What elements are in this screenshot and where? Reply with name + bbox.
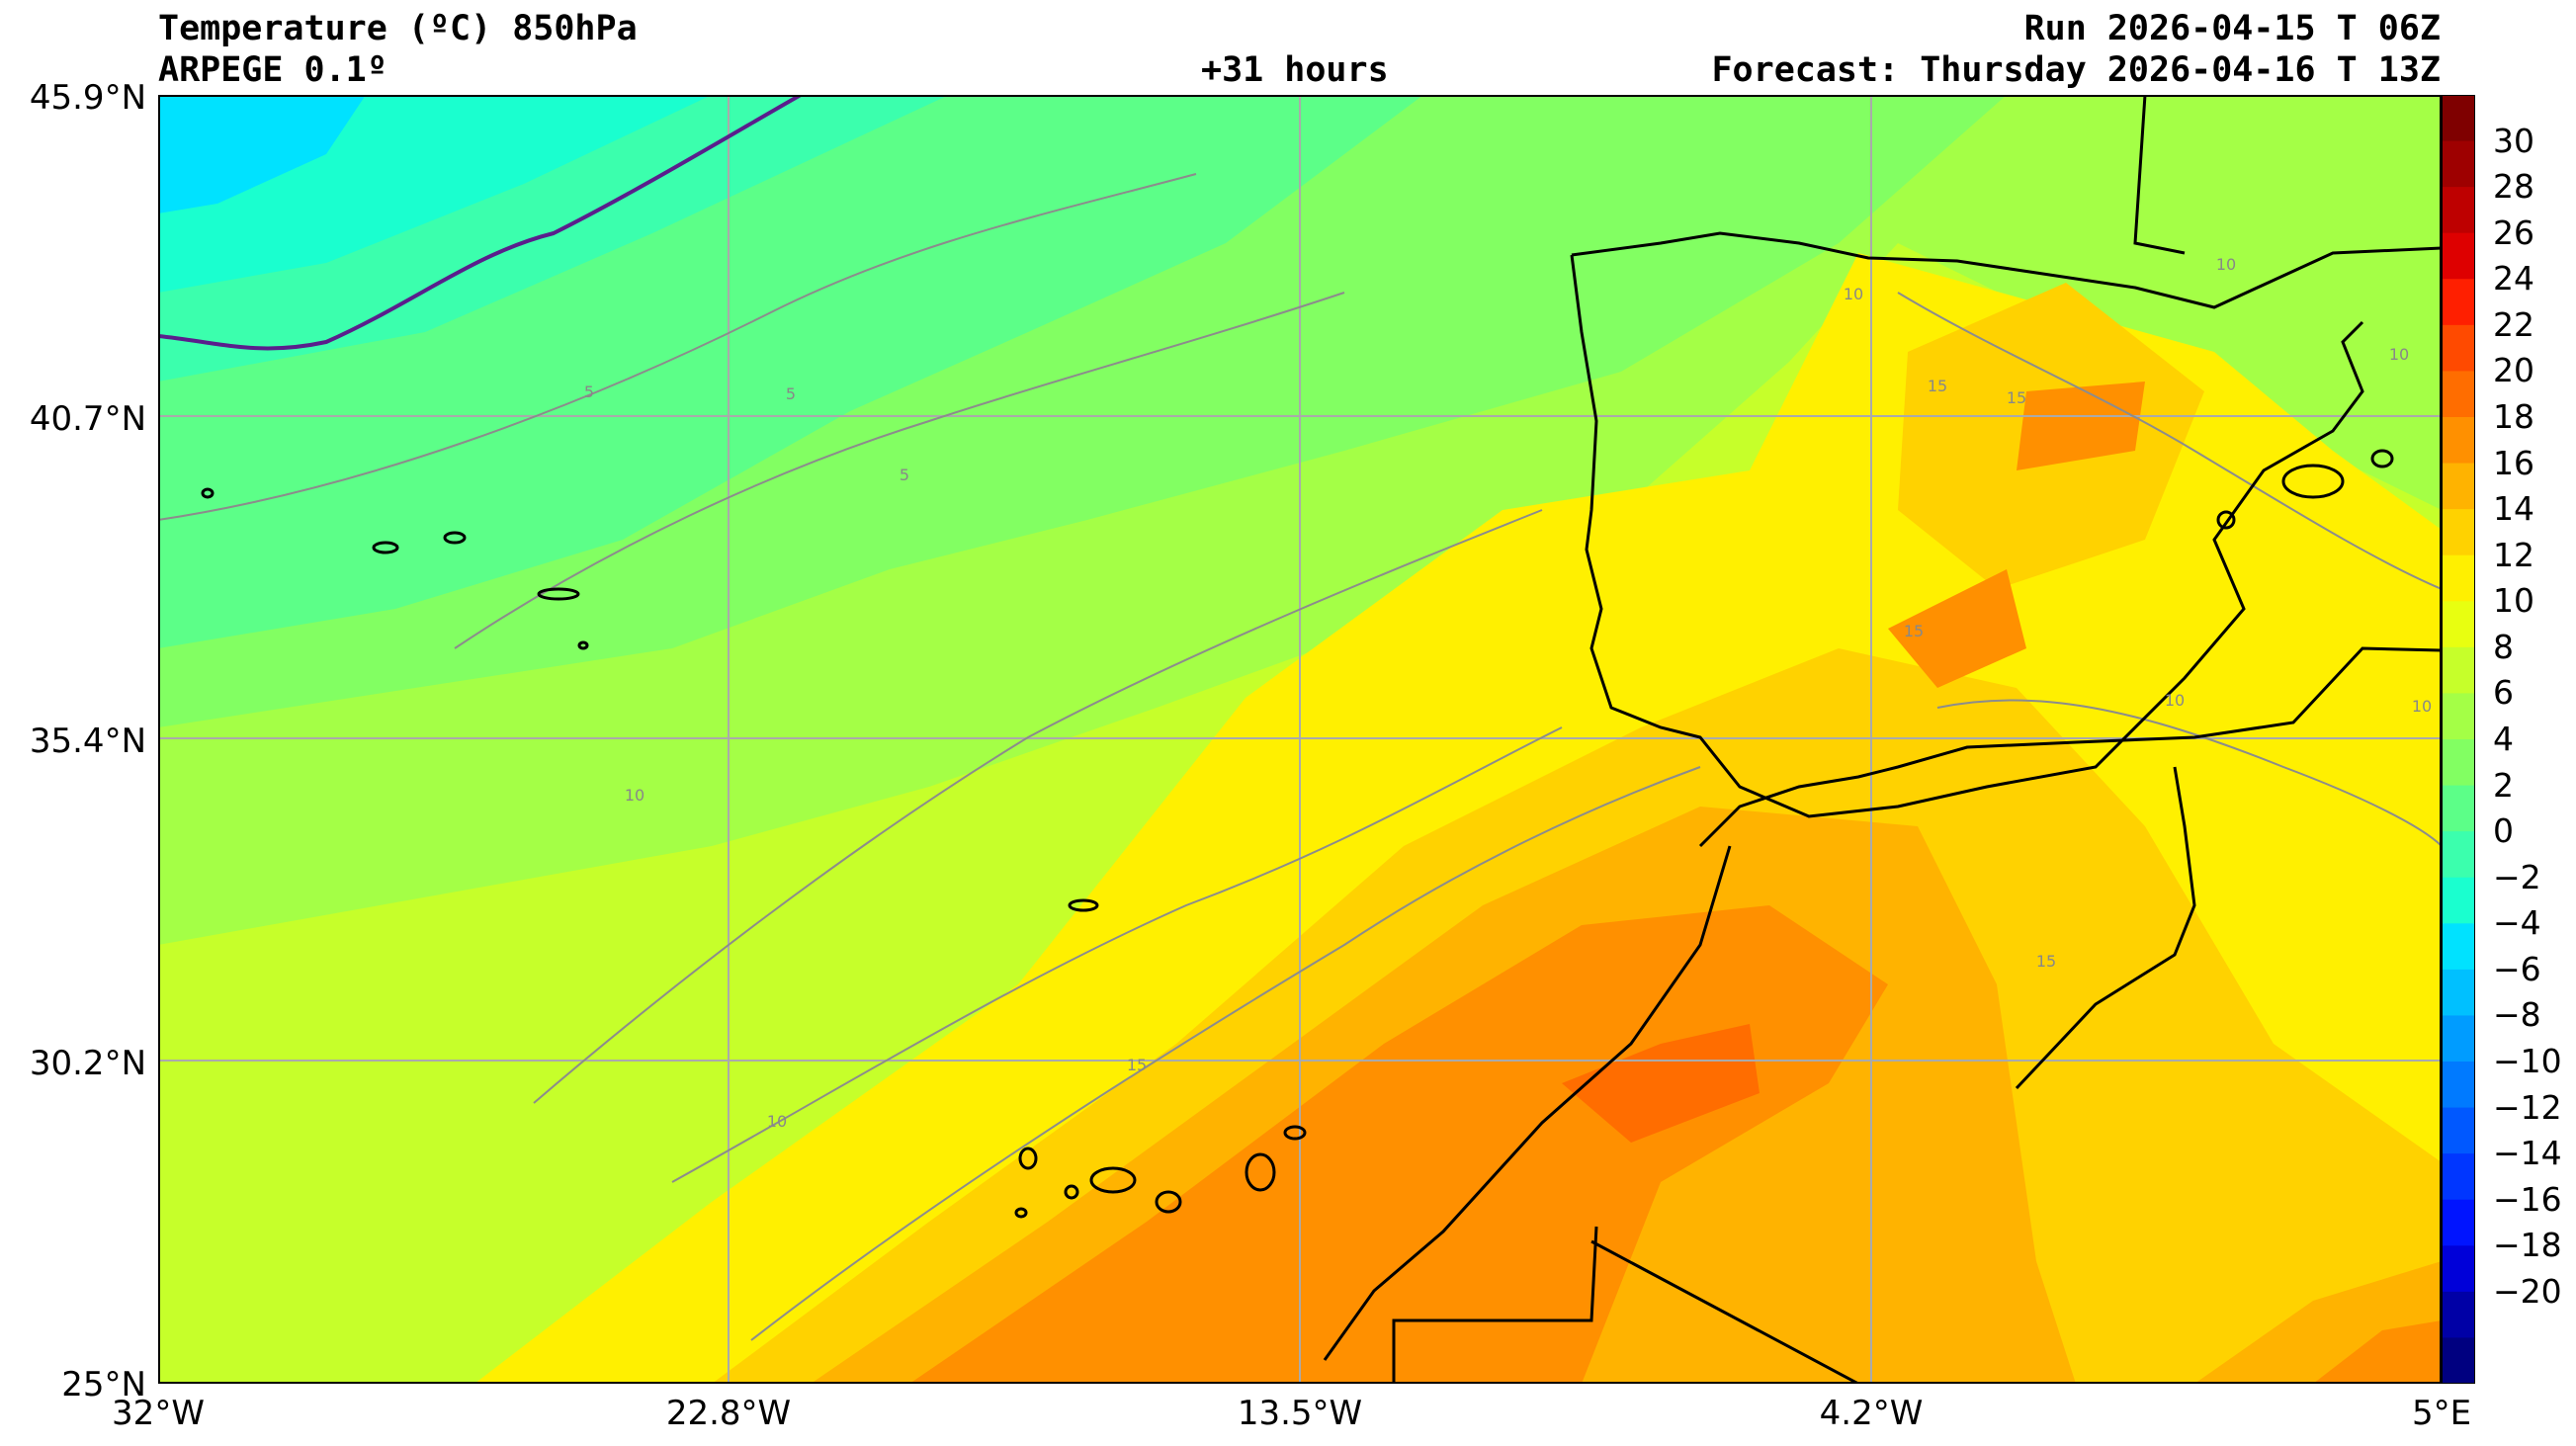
freezing-line [158,95,802,351]
colorbar-tick-label: −8 [2493,995,2541,1035]
lon-label-22.8w: 22.8°W [665,1394,792,1433]
colorbar-cell [2442,1062,2475,1109]
colorbar-tick-label: −20 [2493,1271,2562,1311]
colorbar-tick-label: 28 [2493,167,2534,207]
colorbar-cell [2442,463,2475,510]
colorbar-tick-label: −16 [2493,1179,2562,1219]
contour-label: 10 [2165,691,2185,710]
colorbar-cell [2442,187,2475,234]
colorbar-tick-label: 24 [2493,259,2534,298]
model-label: ARPEGE 0.1º [158,50,387,90]
contour-label: 15 [1904,622,1924,640]
colorbar-tick-label: −6 [2493,949,2541,988]
colorbar-tick-label: −2 [2493,857,2541,896]
lat-label-45.9: 45.9°N [29,78,146,118]
colorbar-cell [2442,324,2475,373]
colorbar [2442,95,2475,1384]
colorbar-cell [2442,1199,2475,1246]
contour-label: 5 [900,466,909,484]
colorbar-cell [2442,693,2475,740]
colorbar-cell [2442,1245,2475,1293]
colorbar-cell [2442,1015,2475,1063]
colorbar-tick-label: 22 [2493,304,2534,344]
colorbar-cell [2442,95,2475,142]
colorbar-cell [2442,877,2475,924]
contour-label: 10 [767,1112,787,1131]
colorbar-cell [2442,232,2475,280]
colorbar-cell [2442,1337,2475,1384]
chart-title: Temperature (ºC) 850hPa [158,9,638,48]
contour-label: 15 [2036,952,2056,971]
lon-label-4.2w: 4.2°W [1819,1394,1924,1433]
colorbar-cell [2442,969,2475,1017]
lead-time-label: +31 hours [1201,50,1389,90]
colorbar-tick-label: 26 [2493,213,2534,252]
colorbar-tick-label: 12 [2493,535,2534,574]
contour-label: 10 [625,786,644,805]
colorbar-cell [2442,417,2475,465]
isotherm-lines [158,173,2442,1341]
colorbar-tick-label: 18 [2493,397,2534,436]
colorbar-cell [2442,279,2475,326]
colorbar-tick-label: −10 [2493,1042,2562,1080]
contour-label: 10 [1844,285,1863,303]
islands [201,449,2394,1219]
run-label: Run 2026-04-15 T 06Z [2023,9,2441,48]
colorbar-cell [2442,140,2475,188]
colorbar-tick-label: −18 [2493,1226,2562,1265]
contour-label: 10 [2389,345,2409,364]
colorbar-tick-label: 16 [2493,443,2534,482]
contour-label: 15 [2007,388,2026,407]
contour-label: 10 [2216,255,2236,274]
colorbar-tick-label: −14 [2493,1134,2562,1173]
colorbar-tick-label: 20 [2493,351,2534,390]
colorbar-cell [2442,1153,2475,1201]
colorbar-cell [2442,371,2475,418]
contour-label: 15 [1928,377,1947,395]
temperature-map: 5 5 5 10 10 10 10 10 10 10 15 15 15 15 1… [158,95,2442,1384]
colorbar-tick-label: 0 [2493,811,2514,851]
contour-label: 5 [786,384,796,403]
lon-label-32w: 32°W [112,1394,205,1433]
lon-label-5e: 5°E [2411,1394,2472,1433]
colorbar-tick-label: 6 [2493,673,2514,713]
colorbar-tick-label: −4 [2493,903,2541,943]
colorbar-cell [2442,646,2475,695]
contour-labels: 5 5 5 10 10 10 10 10 10 10 15 15 15 15 1… [584,255,2432,1131]
lat-label-35.4: 35.4°N [29,722,146,761]
colorbar-cell [2442,509,2475,556]
colorbar-tick-label: 4 [2493,720,2514,758]
colorbar-cell [2442,923,2475,971]
coastlines [1323,95,2442,1384]
contour-label: 5 [584,383,594,401]
colorbar-cell [2442,831,2475,879]
colorbar-tick-label: 10 [2493,581,2534,621]
colorbar-cell [2442,739,2475,787]
contour-label: 15 [1127,1056,1147,1074]
colorbar-cell [2442,785,2475,832]
colorbar-cell [2442,554,2475,602]
colorbar-cell [2442,1291,2475,1339]
colorbar-tick-label: 8 [2493,627,2514,666]
colorbar-tick-label: 14 [2493,489,2534,529]
map-frame [158,95,2442,1384]
colorbar-cell [2442,1107,2475,1154]
graticule [158,95,2442,1384]
colorbar-tick-label: −12 [2493,1087,2562,1127]
lat-label-30.2: 30.2°N [29,1044,146,1083]
forecast-label: Forecast: Thursday 2026-04-16 T 13Z [1711,50,2441,90]
lat-label-25: 25°N [61,1365,146,1404]
lon-label-13.5w: 13.5°W [1237,1394,1363,1433]
colorbar-tick-label: 2 [2493,765,2514,805]
contour-label: 10 [2412,697,2432,716]
lat-label-40.7: 40.7°N [29,399,146,439]
colorbar-cell [2442,601,2475,648]
colorbar-tick-label: 30 [2493,121,2534,160]
